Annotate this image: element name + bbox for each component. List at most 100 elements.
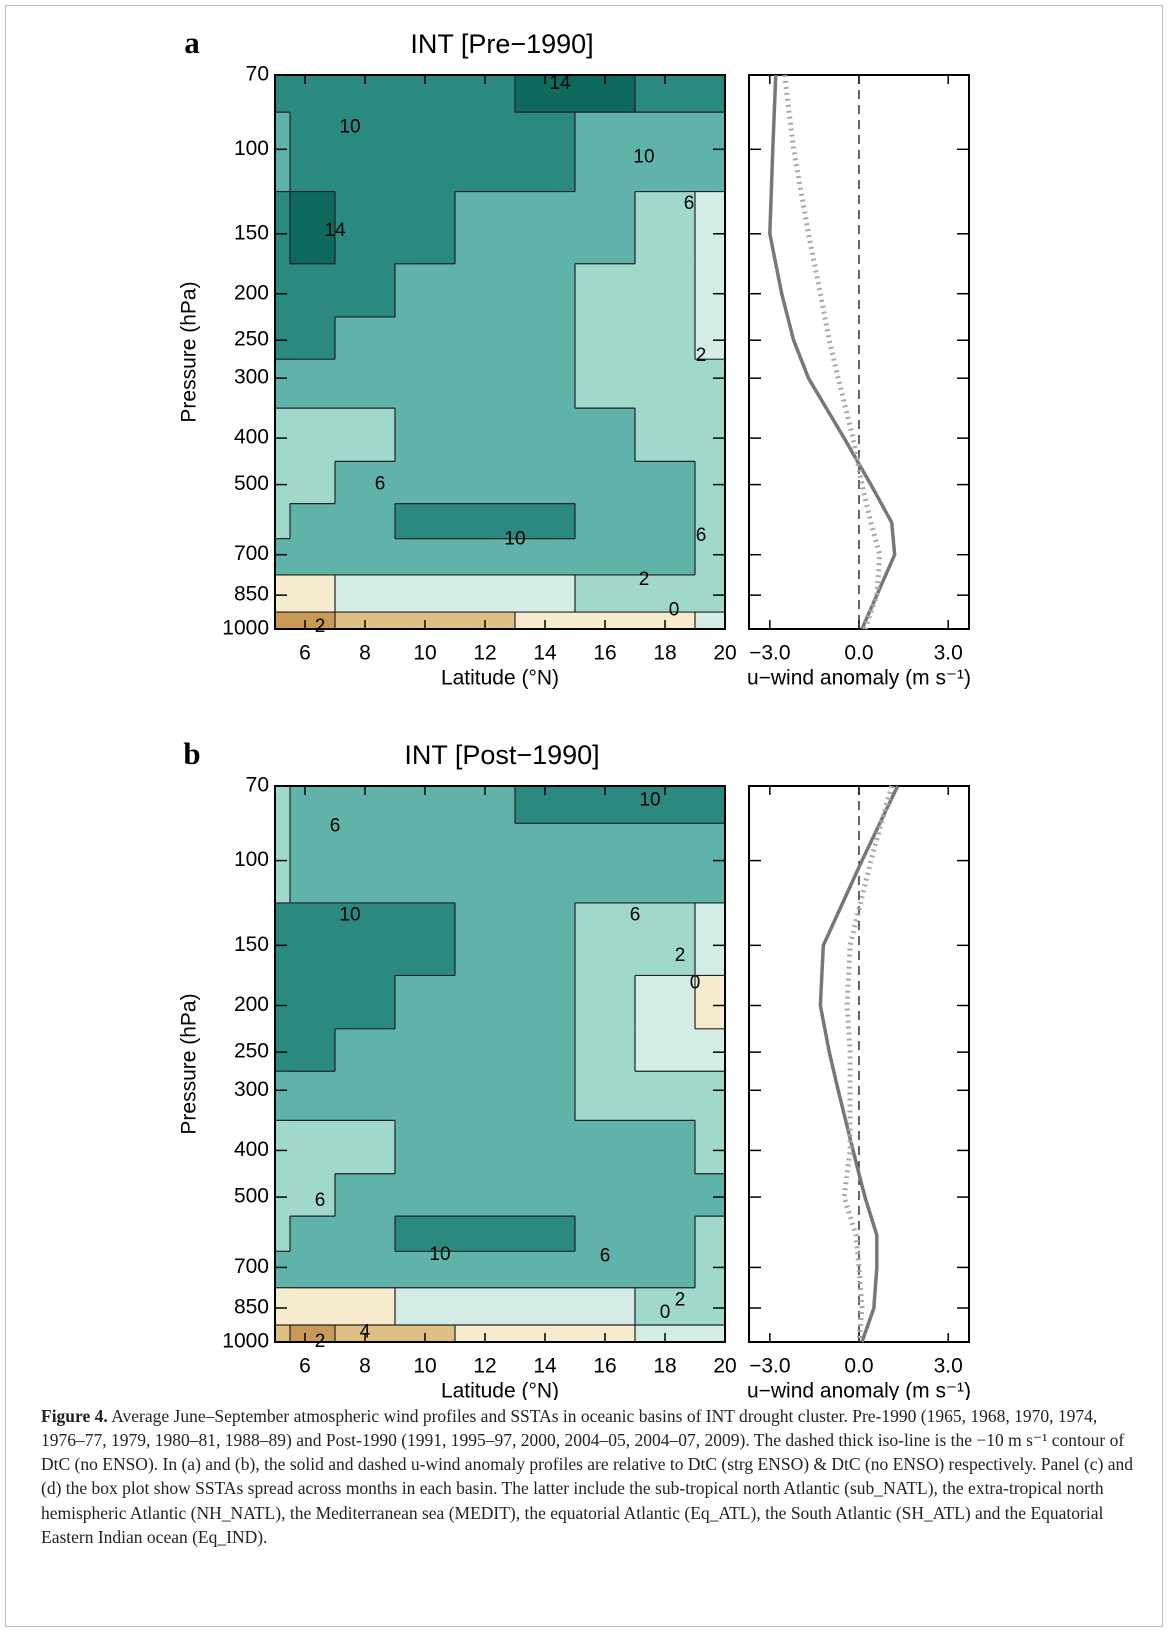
contour-cell bbox=[575, 823, 636, 904]
contour-cell bbox=[455, 316, 516, 360]
contour-cell bbox=[635, 538, 696, 576]
x-axis-label: u−wind anomaly (m s⁻¹) bbox=[747, 667, 971, 690]
contour-cell bbox=[695, 75, 726, 113]
contour-cell bbox=[515, 316, 576, 360]
contour-cell bbox=[635, 1287, 696, 1326]
contour-cell bbox=[275, 75, 291, 113]
contour-cell bbox=[695, 1173, 726, 1217]
contour-cell bbox=[695, 1071, 726, 1121]
contour-cell bbox=[575, 1028, 636, 1072]
contour-cell bbox=[395, 574, 456, 613]
contour-cell bbox=[695, 786, 726, 824]
y-tick-label: 300 bbox=[234, 1078, 269, 1101]
contour-cell bbox=[290, 112, 336, 193]
panel-label: b bbox=[183, 736, 200, 771]
x-tick-label: 14 bbox=[533, 1355, 557, 1378]
contour-cell bbox=[515, 1173, 576, 1217]
contour-cell bbox=[455, 1120, 516, 1175]
plot-frame bbox=[274, 785, 726, 1343]
contour-cell bbox=[455, 975, 516, 1030]
contour-cell bbox=[275, 503, 291, 540]
contour-cell bbox=[275, 1071, 291, 1121]
x-tick-label: 8 bbox=[359, 642, 371, 665]
contour-cell bbox=[575, 1287, 636, 1326]
contour-cell bbox=[695, 902, 726, 977]
contour-cell bbox=[275, 461, 291, 505]
contour-cell bbox=[275, 975, 291, 1030]
contour-cell bbox=[275, 902, 291, 977]
contour-cell bbox=[335, 461, 396, 505]
contour-cell bbox=[635, 1028, 696, 1072]
contour-label: 6 bbox=[630, 904, 641, 925]
x-tick-label: 16 bbox=[593, 642, 616, 665]
x-axis-label: Latitude (°N) bbox=[441, 667, 559, 690]
contour-cell bbox=[290, 786, 336, 824]
caption-label: Figure 4. bbox=[41, 1406, 108, 1426]
contour-cell bbox=[515, 191, 576, 265]
contour-cell bbox=[575, 1173, 636, 1217]
contour-label: 2 bbox=[696, 345, 707, 366]
contour-cell bbox=[455, 1071, 516, 1121]
contour-cell bbox=[335, 191, 396, 265]
contour-cell bbox=[275, 408, 291, 462]
contour-label: 6 bbox=[375, 474, 386, 495]
contour-cell bbox=[275, 1325, 291, 1343]
contour-cell bbox=[395, 1287, 456, 1326]
contour-cell bbox=[695, 191, 726, 265]
contour-cell bbox=[275, 1120, 291, 1175]
contour-cell bbox=[515, 1071, 576, 1121]
contour-cell bbox=[395, 902, 456, 977]
contour-cell bbox=[575, 503, 636, 540]
contour-cell bbox=[455, 359, 516, 409]
x-tick-label: −3.0 bbox=[749, 642, 790, 665]
y-tick-label: 1000 bbox=[222, 617, 269, 640]
contour-label: 14 bbox=[324, 220, 346, 241]
x-tick-label: 20 bbox=[713, 1355, 736, 1378]
contour-cell bbox=[635, 1120, 696, 1175]
contour-cell bbox=[395, 1120, 456, 1175]
contour-cell bbox=[575, 975, 636, 1030]
contour-cell bbox=[515, 902, 576, 977]
contour-cell bbox=[635, 1173, 696, 1217]
contour-cell bbox=[290, 902, 336, 977]
contour-cell bbox=[395, 823, 456, 904]
contour-cell bbox=[290, 1325, 336, 1343]
contour-cell bbox=[335, 902, 396, 977]
x-tick-label: 18 bbox=[653, 642, 676, 665]
contour-cell bbox=[695, 263, 726, 318]
contour-cell bbox=[695, 359, 726, 409]
contour-cell bbox=[695, 1325, 726, 1343]
contour-label: 10 bbox=[429, 1244, 450, 1265]
contour-cell bbox=[275, 786, 291, 824]
contour-cell bbox=[635, 1071, 696, 1121]
contour-cell bbox=[575, 574, 636, 613]
contour-cell bbox=[575, 316, 636, 360]
contour-cell bbox=[290, 316, 336, 360]
contour-cell bbox=[335, 316, 396, 360]
y-tick-label: 250 bbox=[234, 1040, 269, 1063]
contour-cell bbox=[695, 823, 726, 904]
contour-cell bbox=[335, 1173, 396, 1217]
contour-cell bbox=[290, 263, 336, 318]
y-tick-label: 70 bbox=[246, 63, 269, 86]
contour-cell bbox=[290, 503, 336, 540]
contour-cell bbox=[335, 538, 396, 576]
y-tick-label: 300 bbox=[234, 366, 269, 389]
contour-cell bbox=[635, 359, 696, 409]
contour-cell bbox=[575, 359, 636, 409]
contour-cell bbox=[275, 359, 291, 409]
contour-cell bbox=[395, 1251, 456, 1289]
contour-cell bbox=[335, 1287, 396, 1326]
contour-cell bbox=[455, 1216, 516, 1252]
contour-cell bbox=[290, 612, 336, 630]
contour-cell bbox=[515, 1028, 576, 1072]
contour-cell bbox=[290, 75, 336, 113]
contour-cell bbox=[515, 461, 576, 505]
contour-cell bbox=[455, 503, 516, 540]
contour-cell bbox=[575, 263, 636, 318]
contour-label: 10 bbox=[633, 146, 654, 167]
contour-cell bbox=[395, 1071, 456, 1121]
contour-cell bbox=[275, 1216, 291, 1252]
